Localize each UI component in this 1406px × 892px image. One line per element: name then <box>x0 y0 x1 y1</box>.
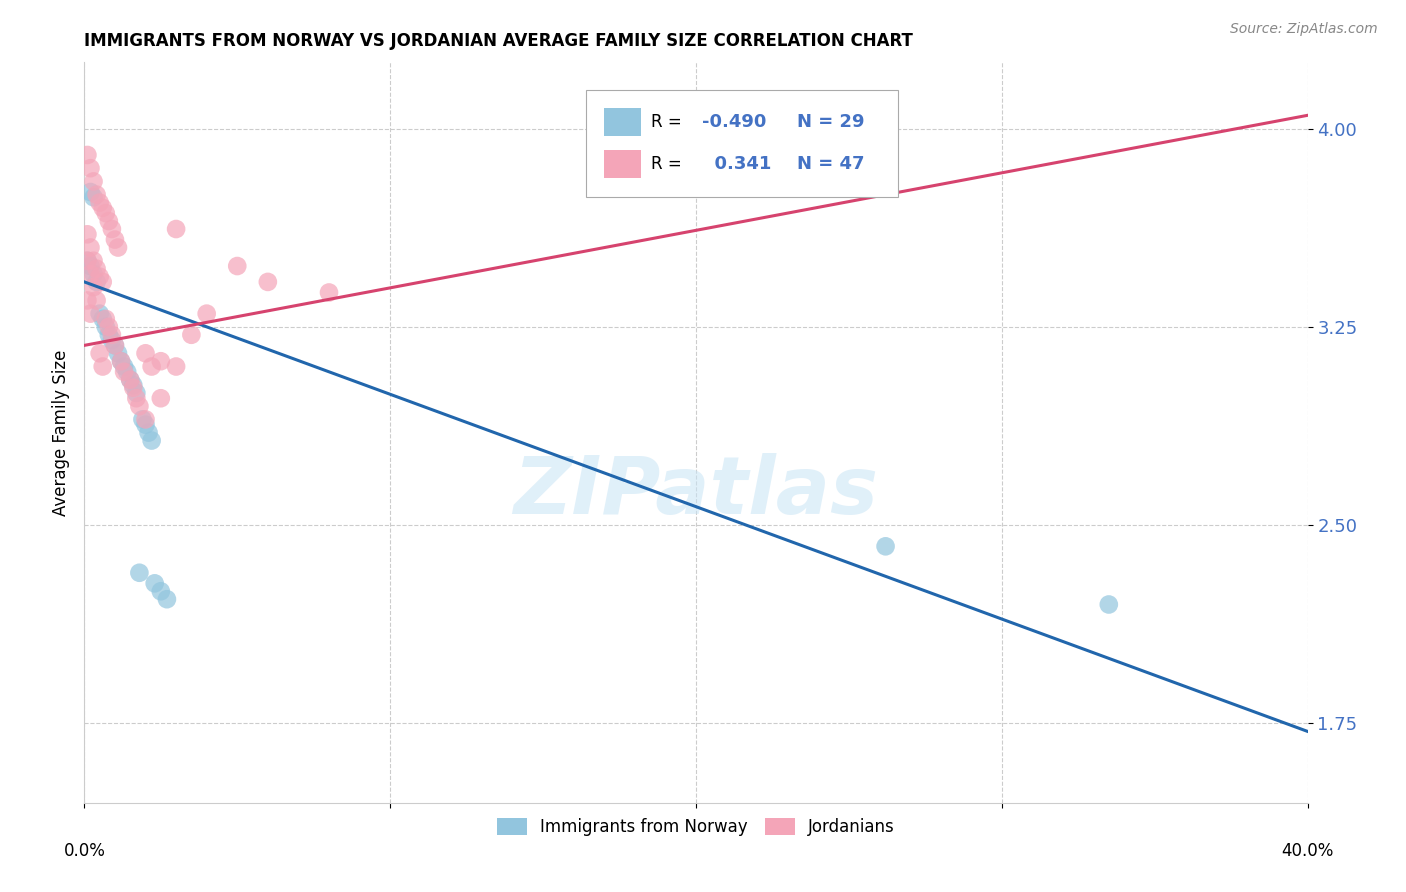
Point <box>83 267 105 281</box>
Point <box>1098 598 1121 612</box>
Point <box>101 327 124 342</box>
Point <box>104 233 127 247</box>
Point <box>156 592 179 607</box>
Point <box>97 214 120 228</box>
Point <box>86 293 108 308</box>
Point <box>107 240 129 255</box>
Point <box>180 327 202 342</box>
Point <box>79 259 101 273</box>
Point <box>86 275 108 289</box>
Point <box>135 412 157 426</box>
Text: 0.341: 0.341 <box>702 155 772 173</box>
Text: 40.0%: 40.0% <box>1281 842 1334 860</box>
Point <box>76 253 98 268</box>
Legend: Immigrants from Norway, Jordanians: Immigrants from Norway, Jordanians <box>491 811 901 843</box>
Point <box>143 576 166 591</box>
Point <box>83 280 105 294</box>
Point <box>122 378 145 392</box>
Point <box>128 399 150 413</box>
Point <box>86 261 108 276</box>
Point <box>79 307 101 321</box>
Point <box>91 312 114 326</box>
Point <box>165 222 187 236</box>
Point <box>91 201 114 215</box>
Point <box>122 381 145 395</box>
Point <box>107 346 129 360</box>
Text: ZIPatlas: ZIPatlas <box>513 453 879 531</box>
Point <box>125 391 148 405</box>
Point <box>79 185 101 199</box>
Point <box>89 307 111 321</box>
Point <box>226 259 249 273</box>
Point <box>110 354 132 368</box>
Point <box>112 359 135 374</box>
Point <box>94 319 117 334</box>
Point <box>120 373 142 387</box>
Point <box>94 206 117 220</box>
Text: IMMIGRANTS FROM NORWAY VS JORDANIAN AVERAGE FAMILY SIZE CORRELATION CHART: IMMIGRANTS FROM NORWAY VS JORDANIAN AVER… <box>84 32 914 50</box>
Point <box>83 253 105 268</box>
Text: R =: R = <box>651 112 686 130</box>
Point <box>97 327 120 342</box>
Point <box>76 253 98 268</box>
Point <box>141 359 163 374</box>
Point <box>76 293 98 308</box>
Point <box>149 391 172 405</box>
Point <box>79 267 101 281</box>
Point <box>76 227 98 242</box>
Point <box>115 365 138 379</box>
Point <box>195 307 218 321</box>
Point <box>165 359 187 374</box>
Point <box>83 174 105 188</box>
Text: N = 47: N = 47 <box>797 155 865 173</box>
Point <box>91 359 114 374</box>
Bar <box>605 150 641 178</box>
Point <box>149 584 172 599</box>
Point <box>141 434 163 448</box>
Point <box>125 386 148 401</box>
Point <box>104 338 127 352</box>
Point <box>131 412 153 426</box>
Text: N = 29: N = 29 <box>797 112 865 130</box>
Point <box>91 275 114 289</box>
Point <box>79 161 101 176</box>
Point <box>104 338 127 352</box>
Point <box>89 195 111 210</box>
Point <box>875 539 897 553</box>
Point <box>89 346 111 360</box>
Point <box>86 187 108 202</box>
Point <box>97 319 120 334</box>
Point <box>110 354 132 368</box>
Point <box>76 148 98 162</box>
Point <box>149 354 172 368</box>
Text: 0.0%: 0.0% <box>63 842 105 860</box>
FancyBboxPatch shape <box>586 90 898 197</box>
Point <box>101 333 124 347</box>
Y-axis label: Average Family Size: Average Family Size <box>52 350 70 516</box>
Point <box>101 222 124 236</box>
Point <box>128 566 150 580</box>
Text: Source: ZipAtlas.com: Source: ZipAtlas.com <box>1230 22 1378 37</box>
Point <box>89 269 111 284</box>
Point <box>257 275 280 289</box>
Point <box>135 346 157 360</box>
Point <box>112 365 135 379</box>
Point <box>120 373 142 387</box>
Point <box>94 312 117 326</box>
Bar <box>605 108 641 136</box>
Point <box>135 417 157 432</box>
Point <box>79 240 101 255</box>
Text: R =: R = <box>651 155 686 173</box>
Point <box>138 425 160 440</box>
Point <box>318 285 340 300</box>
Point <box>83 190 105 204</box>
Text: -0.490: -0.490 <box>702 112 766 130</box>
